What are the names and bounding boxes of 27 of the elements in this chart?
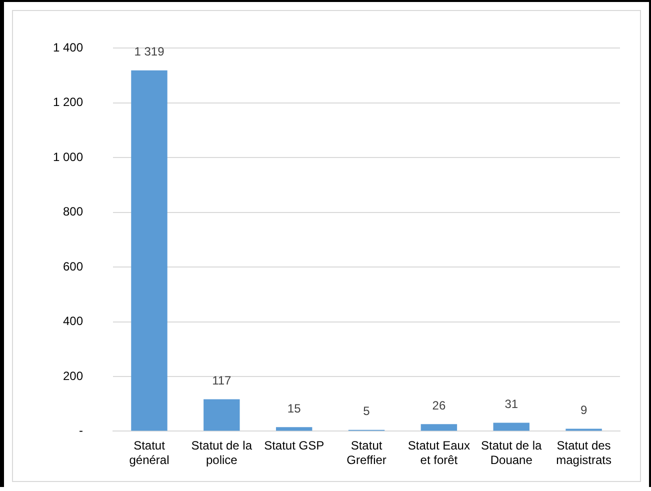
data-label: 31 bbox=[504, 397, 518, 412]
bar bbox=[276, 427, 312, 431]
y-tick-label: 800 bbox=[63, 204, 84, 219]
data-label: 5 bbox=[363, 404, 370, 418]
x-tick-label: Statut général bbox=[129, 438, 170, 468]
y-tick-label: 200 bbox=[63, 368, 84, 383]
data-label: 15 bbox=[287, 401, 302, 416]
bar bbox=[493, 422, 530, 431]
x-tick-label: Statut de la Douane bbox=[481, 438, 542, 468]
y-tick-label: 1 000 bbox=[53, 150, 84, 164]
y-tick-label: - bbox=[79, 424, 84, 438]
data-label: 26 bbox=[432, 398, 446, 412]
x-tick-label: Statut des magistrats bbox=[556, 438, 612, 468]
data-label: 1 319 bbox=[134, 44, 165, 59]
x-tick-label: Statut Eaux et forêt bbox=[408, 438, 470, 468]
y-tick-label: 400 bbox=[63, 314, 84, 328]
bar bbox=[420, 424, 458, 431]
bar bbox=[131, 70, 168, 431]
y-tick-label: 600 bbox=[63, 259, 84, 274]
x-tick-label: Statut GSP bbox=[264, 438, 324, 453]
x-tick-label: Statut de la police bbox=[191, 438, 252, 468]
data-label: 117 bbox=[212, 374, 232, 388]
y-tick-label: 1 200 bbox=[53, 95, 84, 110]
x-tick-label: Statut Greffier bbox=[346, 438, 386, 468]
y-tick-label: 1 400 bbox=[53, 40, 84, 55]
data-label: 9 bbox=[580, 403, 588, 418]
bar bbox=[204, 399, 240, 431]
